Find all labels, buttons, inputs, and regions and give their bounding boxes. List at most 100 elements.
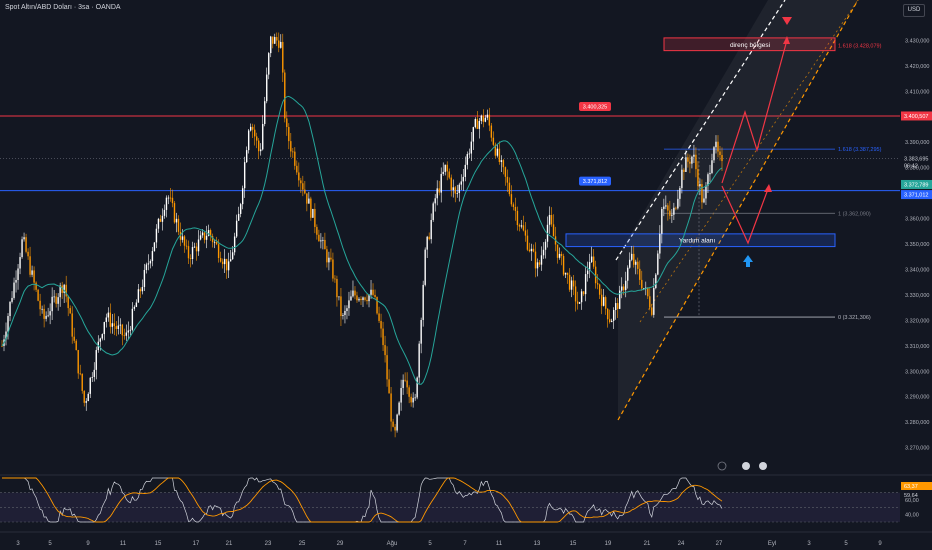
candle-body <box>370 289 372 295</box>
candle-body <box>129 329 132 331</box>
candle-body <box>721 155 723 162</box>
candle-body <box>468 153 470 155</box>
currency-button[interactable]: USD <box>903 4 925 17</box>
candle-body <box>522 225 525 231</box>
candle-body <box>191 247 194 259</box>
candle-body <box>432 203 434 220</box>
rsi-ma-line <box>2 477 723 523</box>
candle-body <box>416 377 418 398</box>
up-arrow-icon <box>743 255 753 262</box>
candle-body <box>550 214 553 225</box>
y-tick-label: 3.390,000 <box>905 140 929 146</box>
candle-body <box>562 255 565 275</box>
candle-body <box>79 373 81 375</box>
candle-body <box>344 310 346 316</box>
candle-body <box>428 236 430 240</box>
candle-body <box>641 279 643 289</box>
candle-body <box>454 187 456 194</box>
candle-body <box>400 388 402 403</box>
candle-body <box>538 262 541 265</box>
candle-body <box>183 236 186 246</box>
x-tick-label: 7 <box>463 541 467 547</box>
candle-body <box>280 41 282 48</box>
candle-body <box>703 198 705 203</box>
candle-body <box>572 280 575 287</box>
candle-body <box>422 284 424 320</box>
candle-body <box>617 303 619 309</box>
candle-body <box>19 257 21 269</box>
candle-body <box>502 160 505 168</box>
candle-body <box>139 289 142 292</box>
x-tick-label: 9 <box>878 541 882 547</box>
x-tick-label: 5 <box>428 541 432 547</box>
candle-body <box>711 160 713 173</box>
candle-body <box>643 288 645 289</box>
candle-body <box>356 295 358 301</box>
y-tick-label: 3.350,000 <box>905 242 929 248</box>
projection-path-upper <box>721 39 788 184</box>
candle-body <box>284 72 286 119</box>
candle-body <box>677 198 679 209</box>
candle-body <box>458 184 460 193</box>
candle-body <box>414 397 416 399</box>
candle-body <box>470 141 473 154</box>
x-tick-label: 9 <box>86 541 90 547</box>
candle-body <box>592 256 595 267</box>
candle-body <box>693 154 695 157</box>
candle-body <box>177 218 180 232</box>
candle-body <box>653 288 655 315</box>
resistance-zone <box>663 37 836 52</box>
candle-body <box>199 235 202 240</box>
sma-price-label-box <box>901 179 932 189</box>
candle-body <box>77 350 79 374</box>
candle-body <box>657 253 659 275</box>
candle-body <box>61 285 63 293</box>
candle-body <box>608 319 611 323</box>
candle-body <box>426 236 428 250</box>
candle-body <box>157 218 160 229</box>
candle-body <box>67 296 69 309</box>
candle-body <box>292 151 294 153</box>
candle-body <box>673 207 675 215</box>
candle-body <box>89 377 91 394</box>
candle-body <box>37 289 39 301</box>
candle-body <box>512 204 515 207</box>
candle-body <box>65 284 67 297</box>
candle-body <box>500 160 503 163</box>
candle-body <box>201 232 204 236</box>
candle-body <box>125 332 128 336</box>
candle-body <box>149 261 152 264</box>
candle-body <box>623 286 625 290</box>
candle-body <box>514 206 517 211</box>
candle-body <box>209 230 212 237</box>
candle-body <box>51 296 53 312</box>
candle-body <box>93 369 95 377</box>
candle-body <box>227 261 230 271</box>
candle-body <box>326 249 328 263</box>
candle-body <box>629 259 631 268</box>
candle-body <box>627 267 629 281</box>
candle-body <box>111 323 114 327</box>
fib-label: 1 (3.362,090) <box>838 211 871 217</box>
candle-body <box>71 313 73 337</box>
fib-label: 1.618 (3.428,079) <box>838 43 882 49</box>
candle-body <box>135 302 138 307</box>
x-tick-label: 27 <box>716 541 723 547</box>
candle-body <box>635 261 637 265</box>
candle-body <box>338 296 340 298</box>
candle-body <box>520 225 523 227</box>
candle-body <box>484 117 487 122</box>
candle-body <box>669 210 671 216</box>
candle-body <box>488 114 491 126</box>
rsi-value-label: 63,37 <box>904 484 918 490</box>
resistance-tag-text: 3.400,325 <box>583 104 607 110</box>
candle-body <box>526 235 529 250</box>
x-tick-label: 15 <box>155 541 162 547</box>
y-tick-label: 3.430,000 <box>905 38 929 44</box>
flag-icon <box>742 462 750 470</box>
candle-body <box>308 198 310 204</box>
candle-body <box>392 421 394 427</box>
x-tick-label: Ağu <box>387 541 398 547</box>
candle-body <box>272 36 274 44</box>
